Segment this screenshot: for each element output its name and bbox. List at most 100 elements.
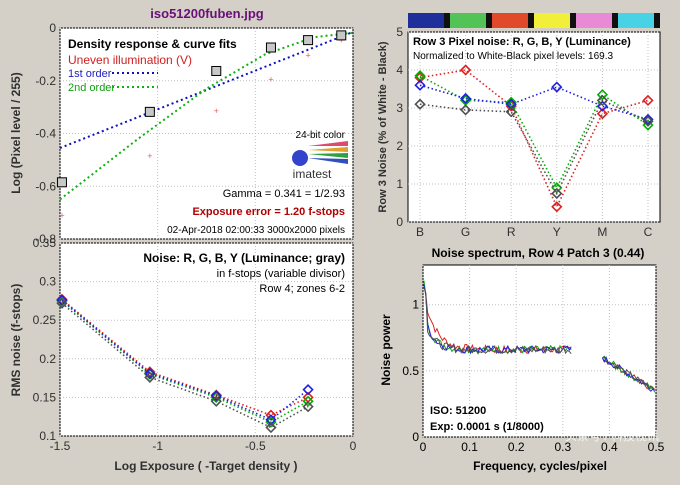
legend-2nd-order: 2nd order [68,82,115,94]
color-swatch-divider [612,13,618,28]
density-footer: 02-Apr-2018 02:00:33 3000x2000 pixels [167,225,345,236]
density-ticks: 0 -0.2 -0.4 -0.6 -0.8 [35,21,56,246]
row3-ytick-label: 1 [396,177,403,191]
pixel-level-point: + [59,210,64,220]
row3-point [459,64,472,76]
row3-point [642,115,654,127]
noise-fstops-subtitle: in f-stops (variable divisor) [217,268,345,280]
noise-fstops-marks [56,293,314,434]
color-swatch-divider [486,13,492,28]
noise-point [210,391,222,404]
noise-fstops-grid [59,242,354,437]
spectrum-xtick-label: 0.1 [461,440,478,454]
row3-xtick-label: G [461,225,470,239]
density-ylabel: Log (Pixel level / 255) [9,72,23,193]
row3-point [642,94,654,107]
noise-ytick-label: 0.2 [39,352,56,366]
legend-1st-order: 1st order [68,68,112,80]
density-ytick-label: -0.2 [35,74,56,88]
row3-xtick-label: R [507,225,516,239]
density-point [265,42,276,53]
noise-point [302,395,314,407]
color-swatch-divider [444,13,450,28]
noise-point [56,294,68,306]
noise-fstops-title: Noise: R, G, B, Y (Luminance; gray) [143,251,345,265]
spectrum-ytick-label: 0.5 [402,364,419,378]
row3-xtick-label: M [597,225,607,239]
density-point [336,30,347,41]
density-ytick-label: -0.6 [35,179,56,193]
density-point [56,177,67,188]
noise-fstops-ylabel: RMS noise (f-stops) [9,284,23,397]
row3-point [459,104,472,116]
spectrum-curve [423,287,572,355]
spectrum-ylabel: Noise power [379,314,393,386]
noise-xtick-label: 0 [350,439,357,453]
noise-point [210,395,222,407]
row3-ytick-label: 2 [396,139,403,153]
row3-panel: 0 1 2 3 4 5 B G R Y M C Row 3 Noise (% of White - B… [377,13,661,239]
density-grid [59,27,354,240]
row3-xtick-label: C [644,225,653,239]
spectrum-xlabel: Frequency, cycles/pixel [473,459,607,473]
spectrum-ytick-label: 1 [412,298,419,312]
row3-grid [408,31,660,223]
spectrum-curve [423,280,572,355]
noise-point [56,297,68,309]
row3-point [551,81,563,93]
spectrum-panel: Noise spectrum, Row 4 Patch 3 (0.44) 0 0.… [379,246,665,473]
spectrum-exp: Exp: 0.0001 s (1/8000) [430,421,544,433]
spectrum-xtick-label: 0.2 [508,440,525,454]
noise-point [302,401,314,413]
density-point [211,65,222,76]
density-ytick-label: -0.8 [35,232,56,246]
spectrum-title: Noise spectrum, Row 4 Patch 3 (0.44) [432,246,645,260]
density-title: Density response & curve fits [68,37,237,51]
pixel-level-point: + [147,151,152,161]
density-ytick-label: -0.4 [35,127,56,141]
row3-plot-area [407,31,661,223]
spectrum-ytick-label: 0 [412,430,419,444]
spectrum-xtick-label: 0.3 [554,440,571,454]
noise-point [144,367,156,380]
row3-point [505,106,517,118]
spectrum-xtick-label: 0.5 [648,440,665,454]
row3-ytick-label: 4 [396,63,403,77]
noise-fstops-note: Row 4; zones 6-2 [259,283,345,295]
logo-text: imatest [293,167,332,181]
row3-point [596,108,609,120]
noise-series-line [61,302,309,429]
pixel-level-point: + [268,74,273,84]
noise-point [144,371,156,383]
noise-fstops-panel: -1.5 -1 -0.5 0 0.35 0.3 0.25 0.2 0.15 0.1 RMS noi… [9,236,357,473]
noise-point [265,414,277,426]
noise-ytick-label: 0.25 [33,313,57,327]
row3-point [551,201,563,213]
row3-colorbar [408,13,660,28]
spectrum-xtick-label: 0.4 [601,440,618,454]
logo-caption: 24-bit color [296,130,346,141]
pixel-level-point: + [339,36,344,46]
row3-xtick-label: B [416,225,424,239]
color-swatch-divider [570,13,576,28]
noise-fstops-ticks: -1.5 -1 -0.5 0 0.35 0.3 0.25 0.2 0.15 0.1 [33,236,357,453]
color-swatch [408,13,444,28]
row3-point [414,98,426,110]
row3-point [596,94,609,107]
color-swatch-divider [528,13,534,28]
row3-point [596,89,609,101]
noise-xtick-label: -1 [152,439,163,453]
color-swatch [450,13,486,28]
row3-series-line [419,99,649,196]
row3-ticks: 0 1 2 3 4 5 B G R Y M C [396,25,652,239]
row3-ytick-label: 5 [396,25,403,39]
color-swatch [534,13,570,28]
row3-point [551,187,563,200]
density-point [144,106,155,117]
row3-title: Row 3 Pixel noise: R, G, B, Y (Luminance… [413,36,631,48]
density-panel: 0 -0.2 -0.4 -0.6 -0.8 Log (Pixel level / 255… [9,21,354,246]
noise-point [210,390,222,402]
gamma-text: Gamma = 0.341 = 1/2.93 [223,188,345,200]
noise-xtick-label: -0.5 [245,439,266,453]
